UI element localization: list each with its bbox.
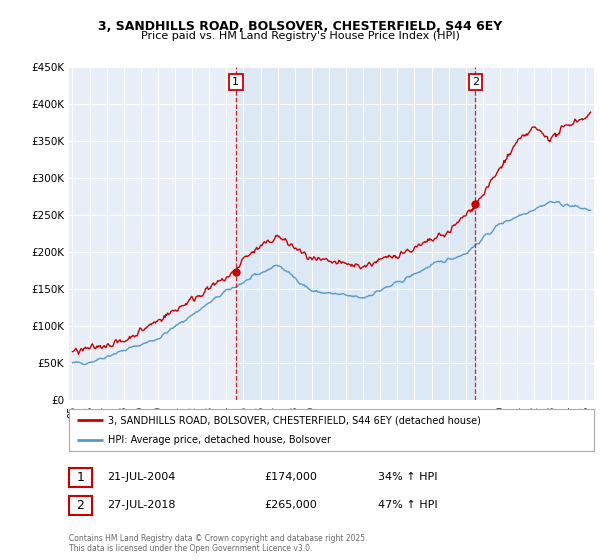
Text: Price paid vs. HM Land Registry's House Price Index (HPI): Price paid vs. HM Land Registry's House … <box>140 31 460 41</box>
Text: £265,000: £265,000 <box>264 500 317 510</box>
Text: 3, SANDHILLS ROAD, BOLSOVER, CHESTERFIELD, S44 6EY: 3, SANDHILLS ROAD, BOLSOVER, CHESTERFIEL… <box>98 20 502 32</box>
Text: 1: 1 <box>232 77 239 87</box>
Text: 1: 1 <box>76 470 85 484</box>
Text: HPI: Average price, detached house, Bolsover: HPI: Average price, detached house, Bols… <box>109 435 331 445</box>
Text: 34% ↑ HPI: 34% ↑ HPI <box>378 472 437 482</box>
Text: 27-JUL-2018: 27-JUL-2018 <box>107 500 175 510</box>
Bar <box>236 67 475 400</box>
Text: 2: 2 <box>472 77 479 87</box>
Text: 21-JUL-2004: 21-JUL-2004 <box>107 472 175 482</box>
Text: 47% ↑ HPI: 47% ↑ HPI <box>378 500 437 510</box>
Text: £174,000: £174,000 <box>264 472 317 482</box>
Text: 2: 2 <box>76 498 85 512</box>
Text: Contains HM Land Registry data © Crown copyright and database right 2025.
This d: Contains HM Land Registry data © Crown c… <box>69 534 367 553</box>
Text: 3, SANDHILLS ROAD, BOLSOVER, CHESTERFIELD, S44 6EY (detached house): 3, SANDHILLS ROAD, BOLSOVER, CHESTERFIEL… <box>109 415 481 425</box>
